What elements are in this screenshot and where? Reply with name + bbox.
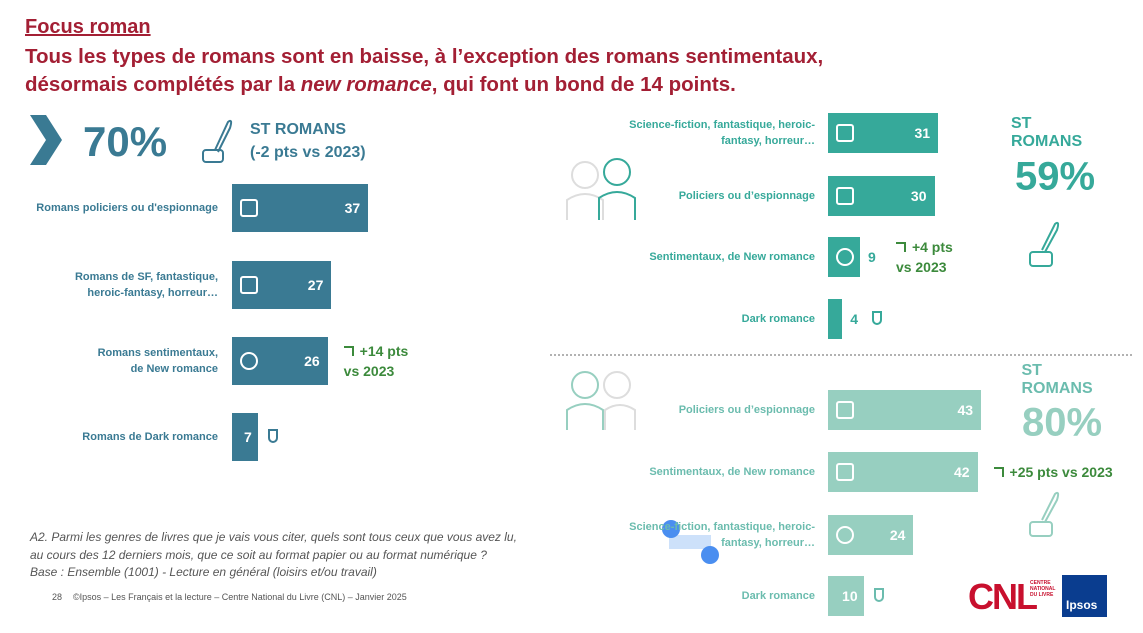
- category-label: Policiers ou d’espionnage: [678, 404, 815, 416]
- category-label: Sentimentaux, de New romance: [649, 251, 815, 263]
- title-text: désormais complétés par la: [25, 73, 301, 96]
- bar-icon: [836, 401, 854, 419]
- dark-icon: [267, 429, 278, 443]
- category-label: Romans sentimentaux, de New romance: [97, 347, 218, 375]
- bar: [232, 413, 258, 461]
- category-label: Romans de SF, fantastique, heroic-fantas…: [74, 271, 218, 299]
- bar-icon: [836, 124, 854, 142]
- total-label: ST ROMANS: [250, 121, 346, 138]
- pen-icon: [1029, 491, 1060, 537]
- total-share: 70%: [83, 118, 168, 165]
- category-label: Policiers ou d’espionnage: [678, 190, 815, 202]
- chevron: [30, 115, 62, 165]
- category-label: Romans policiers ou d'espionnage: [36, 202, 218, 214]
- change-label: +4 pts vs 2023: [895, 239, 953, 275]
- people-icon: [566, 161, 604, 220]
- title-text: , qui font un bond de 14 points.: [431, 73, 736, 96]
- change-arrow: [343, 346, 354, 356]
- value-label: 27: [307, 277, 324, 293]
- selection-handle[interactable]: [662, 520, 680, 538]
- bar-icon: [836, 248, 854, 266]
- text-selection: [669, 535, 711, 549]
- total-change: (-2 pts vs 2023): [250, 144, 366, 161]
- ipsos-logo: [1062, 575, 1107, 617]
- bar-icon: [836, 187, 854, 205]
- category-label: Dark romance: [741, 313, 815, 325]
- bar-icon: [240, 199, 258, 217]
- change-label: +25 pts vs 2023: [1009, 464, 1113, 480]
- change-arrow: [993, 467, 1004, 477]
- bar: [828, 176, 935, 216]
- ipsos-name: Ipsos: [1066, 598, 1098, 612]
- category-label: Sentimentaux, de New romance: [649, 466, 815, 478]
- selection-handle[interactable]: [701, 546, 719, 564]
- value-label: 42: [953, 464, 970, 480]
- value-label: 9: [867, 249, 876, 265]
- value-label: 43: [957, 402, 974, 418]
- bar: [232, 184, 369, 232]
- footnote: A2. Parmi les genres de livres que je va…: [30, 530, 517, 544]
- change-label: +14 pts vs 2023: [343, 343, 409, 379]
- change-arrow: [895, 242, 906, 252]
- value-label: 30: [910, 188, 927, 204]
- footnote: au cours des 12 derniers mois, que ce so…: [30, 548, 487, 562]
- value-label: 26: [304, 353, 320, 369]
- value-label: 31: [914, 125, 931, 141]
- bar: [828, 113, 939, 153]
- dark-icon: [872, 311, 883, 325]
- total-label: ST ROMANS: [1021, 362, 1093, 397]
- category-label: Science-fiction, fantastique, heroic- fa…: [629, 119, 815, 147]
- bar-icon: [836, 463, 854, 481]
- page-number: 28: [52, 592, 63, 602]
- cnl-name: CENTRE NATIONAL DU LIVRE: [1030, 580, 1056, 598]
- value-label: 7: [243, 429, 252, 445]
- title-text: new romance: [300, 73, 432, 96]
- bar: [828, 576, 864, 616]
- total-share: 59%: [1014, 154, 1096, 199]
- cnl-logo: CNL: [968, 576, 1038, 617]
- category-label: Romans de Dark romance: [82, 431, 218, 443]
- people-icon: [566, 371, 636, 430]
- bar-icon: [240, 276, 258, 294]
- dark-icon: [873, 588, 884, 602]
- bar: [828, 299, 843, 339]
- value-label: 10: [842, 588, 858, 604]
- total-share: 80%: [1021, 400, 1103, 445]
- bar: [232, 261, 332, 309]
- title: Tous les types de romans sont en baisse,…: [25, 45, 823, 69]
- people-icon: [598, 158, 636, 220]
- title-text: Tous les types de romans sont en baisse,…: [25, 45, 824, 68]
- pen-icon: [202, 119, 233, 163]
- total-label: ST ROMANS: [1011, 115, 1083, 150]
- value-label: 24: [889, 527, 906, 543]
- footnote: Base : Ensemble (1001) - Lecture en géné…: [30, 565, 377, 579]
- value-label: 4: [850, 311, 858, 327]
- category-label: Dark romance: [741, 590, 815, 602]
- source: ©Ipsos – Les Français et la lecture – Ce…: [73, 592, 407, 602]
- kicker: Focus roman: [25, 16, 151, 38]
- bar-icon: [240, 352, 258, 370]
- value-label: 37: [344, 200, 361, 216]
- category-label: Science-fiction, fantastique, heroic- fa…: [629, 521, 815, 549]
- title: désormais complétés par la new romance, …: [25, 73, 736, 97]
- pen-icon: [1029, 221, 1060, 267]
- bar-icon: [836, 526, 854, 544]
